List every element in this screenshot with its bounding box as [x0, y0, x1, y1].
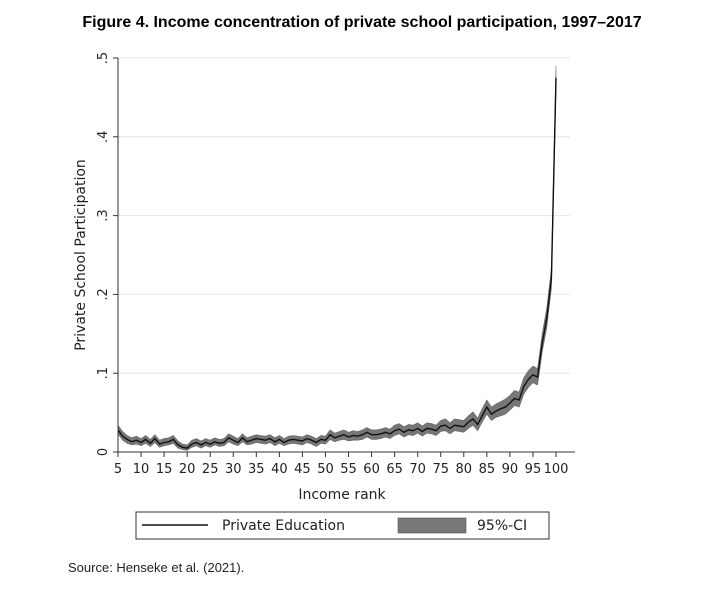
ci-band: [117, 65, 557, 451]
x-tick-label: 75: [432, 462, 449, 477]
y-axis-title: Private School Participation: [73, 159, 89, 351]
y-tick-label: 0: [96, 448, 111, 456]
legend-ci-swatch: [397, 517, 467, 534]
source-note: Source: Henseke et al. (2021).: [68, 560, 245, 575]
legend-label-ci: 95%-CI: [477, 518, 527, 534]
x-tick-label: 55: [340, 462, 357, 477]
legend: Private Education 95%-CI: [135, 511, 550, 540]
x-tick-label: 50: [317, 462, 334, 477]
x-tick-label: 90: [502, 462, 519, 477]
axes: [117, 58, 575, 453]
y-tick-label: .4: [96, 131, 111, 143]
x-tick-label: 95: [525, 462, 542, 477]
x-tick-label: 45: [294, 462, 311, 477]
x-ticks: 5 10 15 20 25 30 35 40 45 50 55 60 65 70 75 80 85 90 95 100: [114, 452, 569, 477]
x-tick-label: 80: [456, 462, 473, 477]
y-tick-label: .3: [96, 209, 111, 221]
x-tick-label: 20: [179, 462, 196, 477]
x-tick-label: 70: [409, 462, 426, 477]
legend-box: [135, 511, 550, 540]
x-tick-label: 15: [156, 462, 173, 477]
x-tick-label: 10: [133, 462, 150, 477]
x-tick-label: 35: [248, 462, 265, 477]
x-tick-label: 60: [363, 462, 380, 477]
x-tick-label: 40: [271, 462, 288, 477]
y-tick-label: .1: [96, 367, 111, 379]
x-tick-label: 100: [544, 462, 569, 477]
figure-title: Figure 4. Income concentration of privat…: [82, 14, 642, 31]
y-tick-label: .5: [96, 52, 111, 64]
x-axis-title: Income rank: [298, 487, 386, 503]
private-education-line: [117, 77, 557, 449]
x-tick-label: 30: [225, 462, 242, 477]
x-tick-label: 25: [202, 462, 219, 477]
x-tick-label: 5: [114, 462, 122, 477]
legend-label-private-education: Private Education: [222, 518, 345, 534]
x-tick-label: 85: [479, 462, 496, 477]
y-tick-label: .2: [96, 288, 111, 300]
gridlines: [118, 57, 570, 374]
y-ticks: 0 .1 .2 .3 .4 .5: [96, 52, 118, 456]
x-tick-label: 65: [386, 462, 403, 477]
